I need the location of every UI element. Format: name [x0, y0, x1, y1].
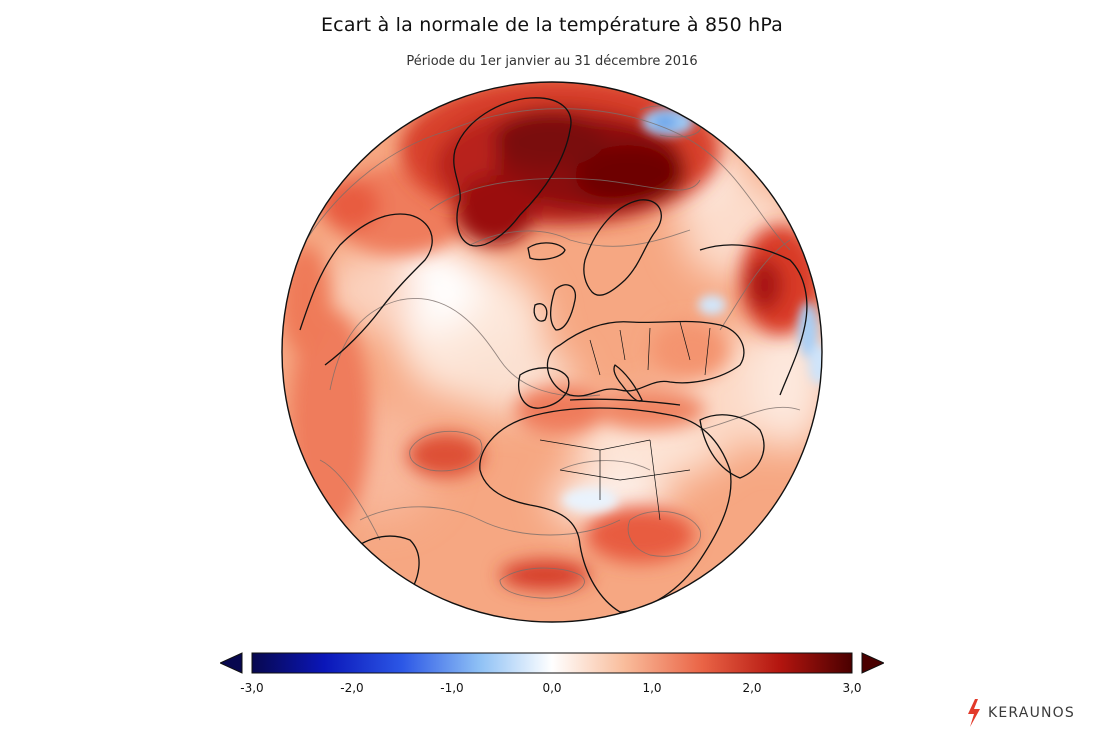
map-subtitle: Période du 1er janvier au 31 décembre 20…	[406, 54, 698, 69]
colorbar	[220, 652, 884, 674]
colorbar-tick-label: -1,0	[440, 681, 464, 695]
globe-outline	[281, 81, 823, 623]
colorbar-tick-label: 3,0	[842, 681, 862, 695]
colorbar-gradient	[251, 652, 853, 674]
colorbar-min-arrow	[220, 652, 243, 674]
colorbar-tick-label: 2,0	[742, 681, 762, 695]
keraunos-logo: KERAUNOS	[966, 699, 1075, 727]
colorbar-tick-label: -3,0	[240, 681, 264, 695]
lightning-bolt-icon	[968, 699, 980, 727]
logo-text: KERAUNOS	[988, 705, 1075, 721]
colorbar-tick-label: 1,0	[642, 681, 662, 695]
map-title: Ecart à la normale de la température à 8…	[320, 14, 784, 36]
colorbar-tick-label: 0,0	[542, 681, 562, 695]
anomaly-field	[282, 82, 822, 622]
colorbar-max-arrow	[861, 652, 884, 674]
colorbar-tick-label: -2,0	[340, 681, 364, 695]
coastlines	[299, 97, 808, 613]
